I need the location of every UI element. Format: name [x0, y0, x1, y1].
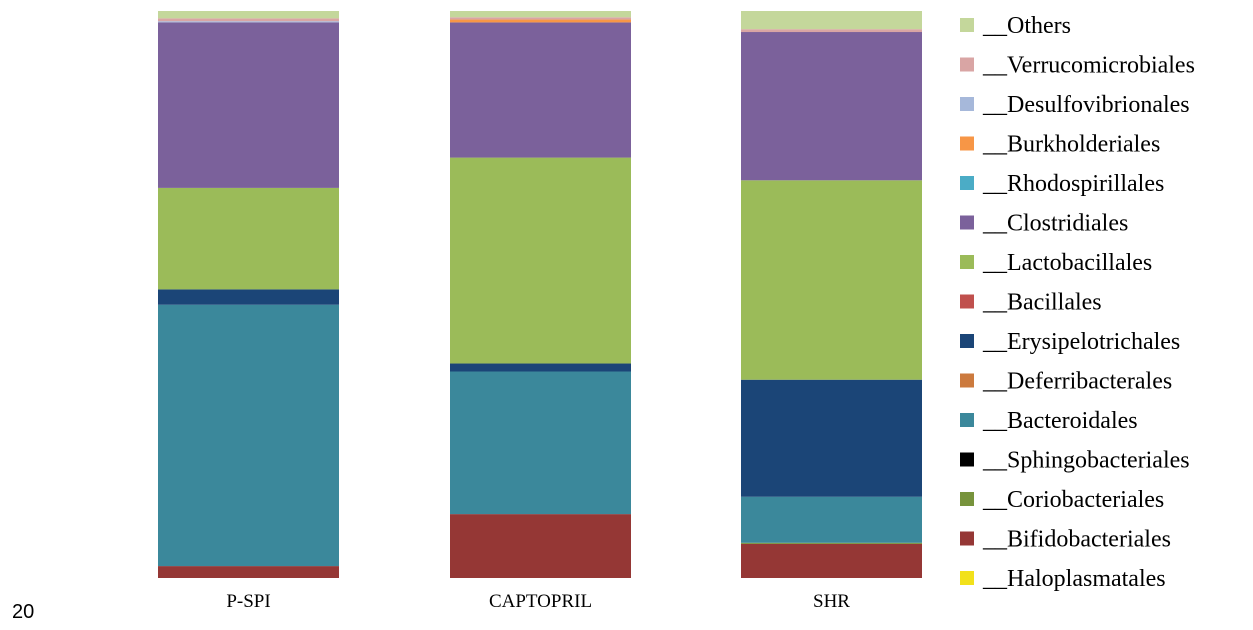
- bar-segment-shr-bacteroidales: [741, 496, 922, 543]
- legend-label: __Bifidobacteriales: [982, 527, 1171, 553]
- bar-segment-captopril-lactobacillales: [450, 157, 631, 364]
- legend-swatch: [960, 18, 974, 32]
- legend-label: __Haloplasmatales: [982, 566, 1166, 592]
- legend-label: __Coriobacteriales: [982, 487, 1164, 513]
- bar-segment-captopril-verrucomicrobiales: [450, 17, 631, 20]
- legend-label: __Desulfovibrionales: [982, 92, 1190, 118]
- bar-segment-shr-erysipelotrichales: [741, 379, 922, 497]
- legend-swatch: [960, 413, 974, 427]
- legend-swatch: [960, 97, 974, 111]
- legend-label: __Bacteroidales: [982, 408, 1138, 434]
- legend-swatch: [960, 531, 974, 546]
- bar-segment-captopril-clostridiales: [450, 22, 631, 158]
- legend-swatch: [960, 334, 974, 348]
- legend-swatch: [960, 176, 974, 190]
- bar-segment-p-spi-verrucomicrobiales: [158, 18, 339, 22]
- bar-segment-p-spi-bifidobacteriales: [158, 566, 339, 578]
- bar-segment-p-spi-clostridiales: [158, 22, 339, 188]
- category-labels: P-SPI CAPTOPRIL SHR: [226, 591, 850, 612]
- bars-group: [158, 11, 922, 578]
- category-label: P-SPI: [226, 591, 270, 612]
- category-label: CAPTOPRIL: [489, 591, 592, 612]
- bar-segment-captopril-bifidobacteriales: [450, 514, 631, 578]
- bar-segment-shr-coriobacteriales: [741, 542, 922, 544]
- bar-segment-shr-lactobacillales: [741, 180, 922, 380]
- legend-swatch: [960, 492, 974, 506]
- legend-label: __Verrucomicrobiales: [982, 53, 1195, 79]
- legend-label: __Bacillales: [982, 290, 1102, 316]
- bar-segment-captopril-others: [450, 11, 631, 18]
- bar-segment-p-spi-lactobacillales: [158, 187, 339, 290]
- bar-segment-p-spi-bacteroidales: [158, 304, 339, 567]
- legend-swatch: [960, 373, 974, 388]
- bar-segment-p-spi-others: [158, 11, 339, 19]
- bar-segment-captopril-burkholderiales: [450, 19, 631, 23]
- legend-swatch: [960, 136, 974, 151]
- bar-segment-shr-clostridiales: [741, 32, 922, 181]
- legend-swatch: [960, 571, 974, 585]
- legend-swatch: [960, 215, 974, 230]
- legend: __Others __Verrucomicrobiales __Desulfovib…: [960, 13, 1195, 592]
- category-label: SHR: [813, 591, 850, 612]
- page-number: 20: [12, 601, 34, 623]
- bar-segment-p-spi-desulfovibrionales: [158, 21, 339, 23]
- legend-swatch: [960, 294, 974, 309]
- legend-label: __Others: [982, 13, 1071, 39]
- legend-label: __Sphingobacteriales: [982, 448, 1190, 474]
- bar-segment-captopril-bacteroidales: [450, 371, 631, 515]
- legend-label: __Rhodospirillales: [982, 171, 1164, 197]
- legend-label: __Burkholderiales: [982, 132, 1160, 158]
- legend-label: __Lactobacillales: [982, 250, 1152, 276]
- bar-segment-shr-bifidobacteriales: [741, 543, 922, 578]
- bar-segment-shr-others: [741, 11, 922, 30]
- legend-label: __Deferribacterales: [982, 369, 1172, 395]
- legend-label: __Clostridiales: [982, 211, 1128, 237]
- bar-segment-p-spi-erysipelotrichales: [158, 289, 339, 305]
- legend-swatch: [960, 452, 974, 467]
- bar-segment-shr-verrucomicrobiales: [741, 29, 922, 33]
- legend-swatch: [960, 255, 974, 269]
- bar-segment-captopril-erysipelotrichales: [450, 363, 631, 372]
- legend-label: __Erysipelotrichales: [982, 329, 1180, 355]
- legend-swatch: [960, 57, 974, 72]
